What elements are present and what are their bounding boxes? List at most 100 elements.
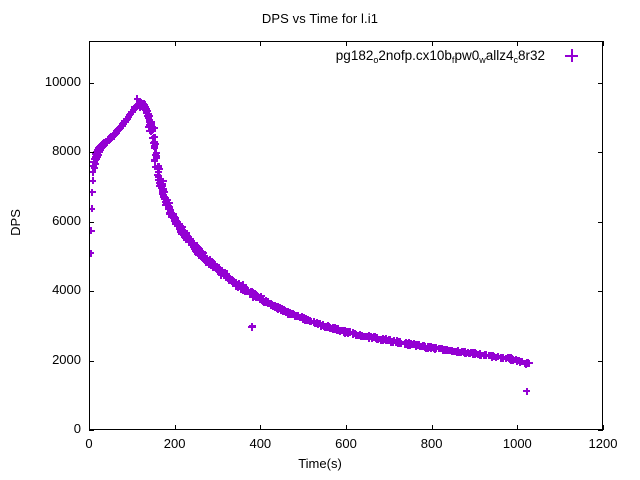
- plot-frame: [89, 41, 603, 430]
- data-point: [432, 344, 440, 352]
- data-point: [300, 314, 308, 322]
- data-point: [147, 127, 155, 135]
- data-point: [172, 220, 180, 228]
- data-point: [167, 207, 174, 215]
- data-point: [194, 247, 202, 255]
- data-point: [96, 143, 104, 151]
- data-point: [175, 220, 183, 228]
- x-tick-mark: [89, 425, 90, 430]
- data-point: [171, 214, 179, 222]
- data-point: [454, 347, 462, 355]
- data-point: [286, 311, 294, 319]
- data-point: [137, 102, 145, 110]
- data-point: [452, 347, 460, 355]
- data-point: [357, 332, 365, 340]
- data-point: [165, 209, 173, 217]
- data-point: [158, 184, 166, 192]
- data-point: [523, 359, 531, 367]
- data-point: [286, 308, 294, 316]
- data-point: [342, 327, 350, 335]
- data-point: [390, 337, 398, 345]
- data-point: [175, 222, 183, 230]
- data-point: [262, 296, 270, 304]
- data-point: [139, 99, 147, 107]
- data-point: [199, 249, 207, 257]
- data-point: [407, 340, 415, 348]
- data-point: [512, 356, 519, 364]
- data-point: [169, 210, 177, 218]
- data-point: [264, 297, 272, 305]
- data-point: [352, 330, 360, 338]
- data-point: [387, 338, 394, 346]
- data-point: [96, 146, 104, 154]
- data-point: [195, 249, 203, 257]
- data-point: [392, 338, 400, 346]
- data-point: [472, 350, 480, 358]
- data-point: [252, 294, 260, 302]
- data-point: [210, 262, 218, 270]
- data-point: [300, 313, 308, 321]
- data-point: [177, 227, 185, 235]
- data-point: [95, 144, 103, 152]
- data-point: [291, 312, 299, 320]
- data-point: [422, 344, 430, 352]
- data-point: [389, 338, 397, 346]
- data-point: [186, 235, 194, 243]
- data-point: [269, 303, 277, 311]
- data-point: [189, 242, 197, 250]
- data-point: [91, 153, 99, 161]
- data-point: [380, 336, 388, 344]
- data-point: [318, 322, 326, 329]
- data-point: [206, 259, 214, 267]
- data-point: [222, 274, 230, 282]
- data-point: [402, 339, 410, 347]
- data-point: [373, 333, 381, 341]
- data-point: [134, 100, 142, 108]
- data-point: [163, 201, 171, 209]
- data-point: [272, 303, 280, 311]
- data-point: [262, 298, 270, 306]
- data-point: [267, 300, 275, 308]
- data-point: [320, 323, 328, 331]
- data-point: [303, 316, 311, 324]
- data-point: [489, 352, 497, 360]
- data-point: [151, 157, 159, 165]
- data-point: [487, 352, 495, 360]
- data-point: [331, 324, 339, 332]
- data-point: [254, 293, 262, 301]
- data-point: [147, 118, 155, 126]
- data-point: [155, 172, 163, 180]
- data-point: [248, 323, 256, 331]
- x-tick-mark-top: [346, 41, 347, 46]
- data-point: [283, 308, 291, 316]
- page-title: DPS vs Time for l.i1: [261, 11, 379, 26]
- data-point: [258, 295, 266, 303]
- data-point: [461, 349, 469, 357]
- data-point: [297, 314, 305, 322]
- data-point: [190, 243, 198, 251]
- data-point: [230, 277, 238, 285]
- data-point: [168, 213, 176, 221]
- data-point: [379, 335, 387, 343]
- data-point: [421, 343, 429, 350]
- data-point: [195, 250, 203, 258]
- data-point: [224, 274, 232, 282]
- data-point: [319, 322, 327, 330]
- data-point: [311, 319, 319, 327]
- data-point: [258, 297, 266, 305]
- data-point: [160, 195, 168, 203]
- data-point: [188, 241, 196, 249]
- data-point: [222, 271, 230, 279]
- data-point: [381, 336, 389, 344]
- data-point: [275, 305, 283, 313]
- data-point: [284, 308, 292, 316]
- data-point: [148, 127, 156, 135]
- data-point: [293, 311, 301, 319]
- y-axis-title-wrap: DPS: [0, 209, 30, 236]
- data-point: [226, 277, 234, 285]
- data-point: [141, 105, 149, 113]
- data-point: [439, 346, 447, 354]
- data-point: [159, 182, 167, 190]
- data-point: [95, 148, 103, 156]
